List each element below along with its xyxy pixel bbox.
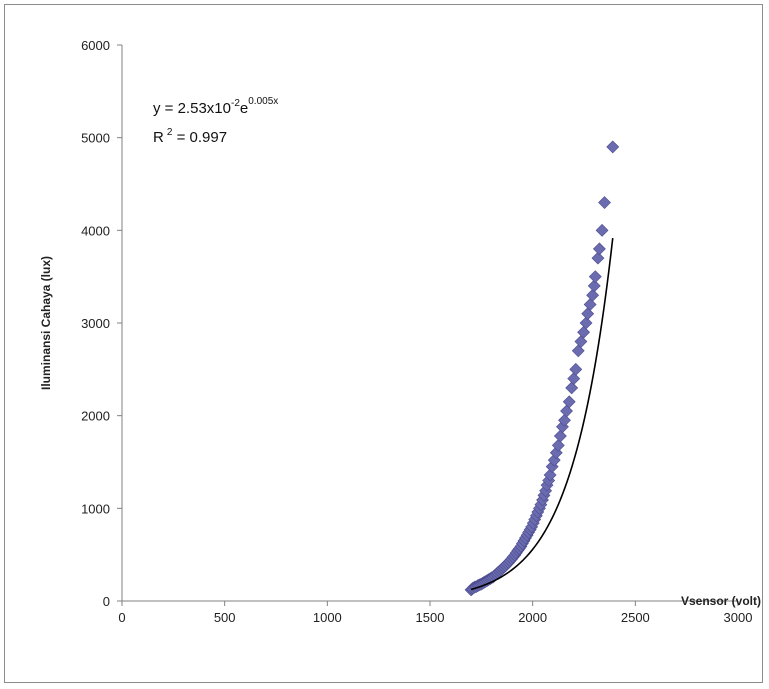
equation-base-e: e — [240, 100, 248, 117]
equation-exponent-1: -2 — [231, 98, 240, 109]
y-tick-label: 0 — [103, 594, 110, 609]
data-point-marker — [558, 413, 571, 427]
trendline-curve — [470, 237, 614, 591]
data-point-marker — [583, 298, 597, 311]
data-point-marker — [592, 242, 606, 256]
y-tick-label: 6000 — [81, 38, 110, 53]
data-point-marker — [574, 335, 588, 348]
data-point-marker — [587, 279, 601, 293]
data-point-marker — [560, 404, 573, 418]
data-point-marker — [579, 316, 593, 330]
y-tick-label: 4000 — [81, 223, 110, 238]
data-point-marker — [591, 251, 605, 265]
tick-labels: 0 500 1000 1500 2000 2500 3000 0 1000 2000 3000 400… — [81, 38, 752, 625]
data-point-marker — [562, 395, 576, 409]
x-tick-label: 1500 — [416, 610, 445, 625]
r2-value: = 0.997 — [172, 129, 227, 146]
r2-exponent: 2 — [167, 127, 173, 138]
x-tick-label: 2500 — [621, 610, 650, 625]
x-tick-label: 2000 — [518, 610, 547, 625]
data-point-marker — [586, 288, 600, 302]
x-axis-title: Vsensor (volt) — [681, 594, 761, 608]
data-point-marker — [569, 362, 583, 376]
data-point-marker — [598, 196, 611, 209]
y-axis-title: Iluminansi Cahaya (lux) — [39, 256, 53, 390]
data-point-marker — [565, 381, 579, 395]
data-point-marker — [577, 325, 591, 339]
y-tick-label: 2000 — [81, 409, 110, 424]
data-point-marker — [595, 223, 609, 237]
x-tick-label: 3000 — [724, 610, 753, 625]
data-points — [464, 140, 620, 597]
x-tick-label: 500 — [214, 610, 236, 625]
data-point-marker — [567, 372, 581, 386]
data-point-marker — [588, 270, 602, 284]
trendline-equation: y = 2.53x10-2e0.005x — [153, 96, 278, 117]
data-point-marker — [553, 429, 567, 443]
x-tick-label: 1000 — [313, 610, 342, 625]
y-tick-label: 1000 — [81, 501, 110, 516]
equation-exponent-2: 0.005x — [248, 96, 278, 107]
axes — [117, 44, 739, 606]
data-point-marker — [551, 438, 565, 452]
data-point-marker — [571, 344, 585, 358]
y-tick-label: 5000 — [81, 131, 110, 146]
trendline — [470, 237, 614, 591]
equation-prefix: y = 2.53x10 — [153, 100, 231, 117]
data-point-marker — [606, 140, 620, 154]
y-tick-label: 3000 — [81, 316, 110, 331]
chart-frame — [4, 4, 763, 683]
x-tick-label: 0 — [118, 610, 125, 625]
data-point-marker — [581, 307, 595, 321]
r2-prefix: R — [153, 129, 164, 146]
